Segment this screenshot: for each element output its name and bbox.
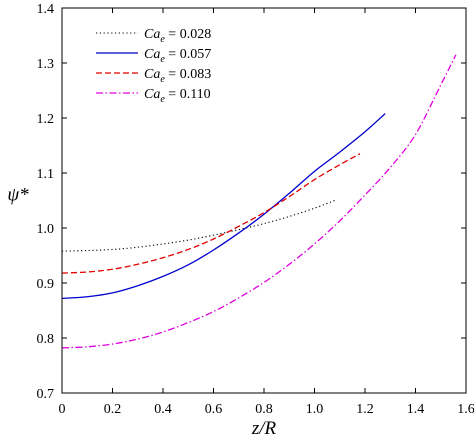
- legend-symbol: Ca: [144, 47, 160, 62]
- x-tick-label: 0.4: [154, 402, 172, 417]
- y-tick-label: 0.8: [37, 332, 55, 347]
- legend-symbol: Ca: [144, 27, 160, 42]
- x-tick-label: 0.6: [205, 402, 223, 417]
- x-tick-label: 0.8: [255, 402, 273, 417]
- legend-label-2: Cae = 0.057: [144, 47, 211, 65]
- x-tick-label: 1.0: [306, 402, 324, 417]
- legend-label-4: Cae = 0.110: [144, 87, 211, 105]
- series-line-1: [61, 199, 335, 252]
- y-tick-label: 0.9: [37, 277, 55, 292]
- legend-subscript: e: [160, 34, 165, 45]
- y-tick-label: 1.1: [37, 167, 55, 182]
- series-line-4: [61, 54, 457, 349]
- axis-ticks: 0 0.2 0.4 0.6 0.8 1.0 1.2 1.4 1.6 0.7 0.8 0.9 1.0 1.1…: [37, 2, 474, 417]
- legend-value: = 0.028: [165, 27, 211, 42]
- legend-value: = 0.110: [165, 87, 211, 102]
- y-tick-label: 1.2: [37, 112, 55, 127]
- x-tick-label: 1.2: [356, 402, 374, 417]
- legend-label-1: Cae = 0.028: [144, 27, 211, 45]
- y-tick-label: 1.0: [37, 222, 55, 237]
- y-tick-label: 1.4: [37, 2, 55, 17]
- x-tick-label: 0.2: [104, 402, 122, 417]
- legend-subscript: e: [160, 94, 165, 105]
- series-line-3: [61, 153, 361, 274]
- y-tick-label: 0.7: [37, 387, 55, 402]
- x-tick-label: 1.4: [407, 402, 425, 417]
- legend-symbol: Ca: [144, 67, 160, 82]
- legend-subscript: e: [160, 74, 165, 85]
- x-axis-label: z/R: [251, 418, 277, 439]
- legend-label-3: Cae = 0.083: [144, 67, 211, 85]
- y-axis-label: ψ*: [7, 185, 29, 206]
- legend-value: = 0.083: [165, 67, 211, 82]
- x-tick-label: 0: [59, 402, 66, 417]
- series-line-2: [61, 113, 386, 300]
- y-tick-label: 1.3: [37, 57, 55, 72]
- legend-value: = 0.057: [165, 47, 211, 62]
- legend-symbol: Ca: [144, 87, 160, 102]
- plot-frame: [61, 7, 467, 394]
- plot-marks: [61, 54, 457, 349]
- x-tick-label: 1.6: [457, 402, 474, 417]
- legend-subscript: e: [160, 54, 165, 65]
